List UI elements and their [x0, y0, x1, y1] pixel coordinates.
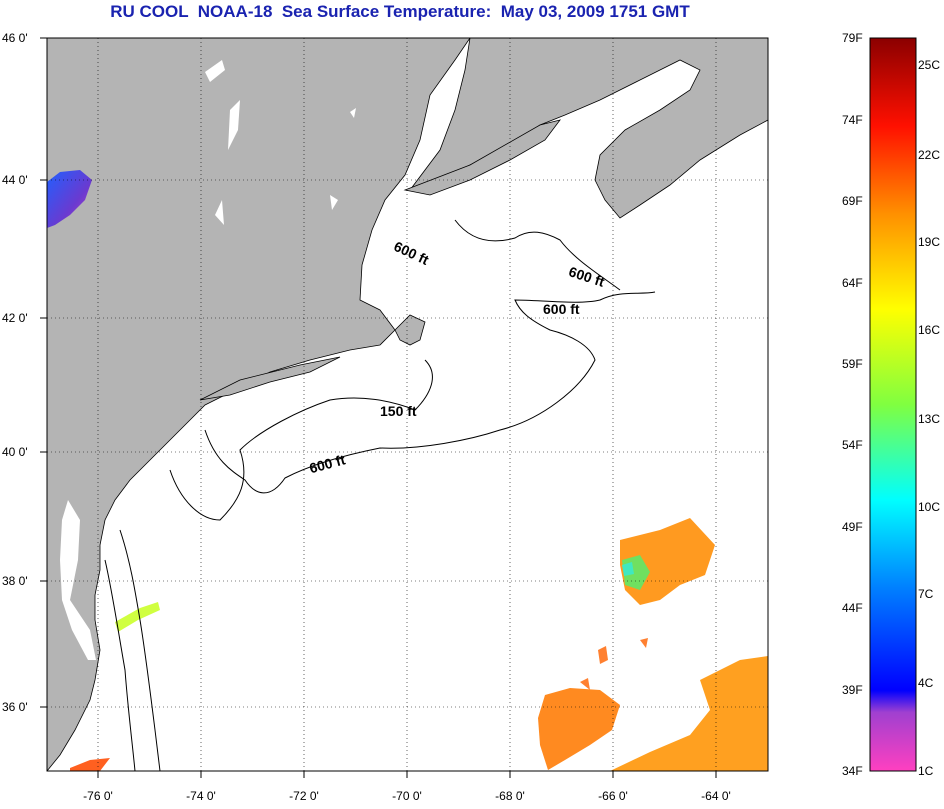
cape-cod: [394, 314, 426, 346]
land-layer: [47, 38, 768, 771]
chesapeake-bay: [60, 500, 96, 660]
latitude-labels: 46 0' 44 0' 42 0' 40 0' 38 0' 36 0': [2, 31, 28, 714]
colorbar-c-label: 7C: [918, 587, 934, 601]
sst-patch-east-cyan: [622, 562, 634, 576]
sst-patches: [70, 518, 768, 771]
colorbar-c-label: 16C: [918, 323, 940, 337]
lake-sst-patch: [47, 170, 92, 228]
sst-patch-scatter: [580, 638, 648, 690]
colorbar-f-label: 59F: [842, 357, 863, 371]
inland-lakes: [205, 60, 356, 225]
lon-label: -72 0': [289, 789, 319, 803]
lat-label: 42 0': [2, 311, 28, 325]
axis-ticks: [40, 37, 717, 778]
colorbar-f-label: 49F: [842, 520, 863, 534]
colorbar-c-label: 13C: [918, 412, 940, 426]
colorbar-f-label: 69F: [842, 194, 863, 208]
colorbar: [869, 37, 917, 772]
sst-patch-south-right: [610, 656, 768, 771]
sst-patch-coastal: [115, 602, 160, 632]
colorbar-c-label: 25C: [918, 58, 940, 72]
longitude-labels: -76 0' -74 0' -72 0' -70 0' -68 0' -66 0…: [83, 789, 731, 803]
lon-label: -64 0': [701, 789, 731, 803]
lon-label: -70 0': [392, 789, 422, 803]
lon-label: -66 0': [598, 789, 628, 803]
depth-label-4: 150 ft: [380, 403, 417, 419]
colorbar-f-label: 74F: [842, 113, 863, 127]
colorbar-f-label: 39F: [842, 683, 863, 697]
colorbar-c-label: 10C: [918, 500, 940, 514]
graticule: [47, 37, 768, 771]
depth-label-3: 600 ft: [543, 301, 580, 317]
lat-label: 36 0': [2, 700, 28, 714]
map-title: RU COOL NOAA-18 Sea Surface Temperature:…: [110, 2, 690, 21]
colorbar-c-label: 19C: [918, 235, 940, 249]
long-island: [199, 356, 341, 401]
depth-contours: [104, 219, 656, 772]
new-brunswick: [403, 119, 561, 196]
colorbar-fahrenheit-labels: 79F 74F 69F 64F 59F 54F 49F 44F 39F 34F: [842, 31, 863, 778]
colorbar-c-label: 4C: [918, 676, 934, 690]
colorbar-f-label: 34F: [842, 764, 863, 778]
lat-label: 38 0': [2, 574, 28, 588]
colorbar-f-label: 64F: [842, 276, 863, 290]
colorbar-celsius-labels: 25C 22C 19C 16C 13C 10C 7C 4C 1C: [918, 58, 940, 778]
lat-label: 46 0': [2, 31, 28, 45]
sst-patch-southeast: [538, 688, 620, 770]
lat-label: 44 0': [2, 173, 28, 187]
sst-patch-coastal-south: [70, 758, 110, 771]
lon-label: -76 0': [83, 789, 113, 803]
lat-label: 40 0': [2, 445, 28, 459]
colorbar-f-label: 79F: [842, 31, 863, 45]
colorbar-f-label: 44F: [842, 601, 863, 615]
us-mainland: [47, 38, 471, 771]
lon-label: -68 0': [495, 789, 525, 803]
colorbar-c-label: 1C: [918, 764, 934, 778]
colorbar-c-label: 22C: [918, 148, 940, 162]
colorbar-f-label: 54F: [842, 438, 863, 452]
lon-label: -74 0': [186, 789, 216, 803]
